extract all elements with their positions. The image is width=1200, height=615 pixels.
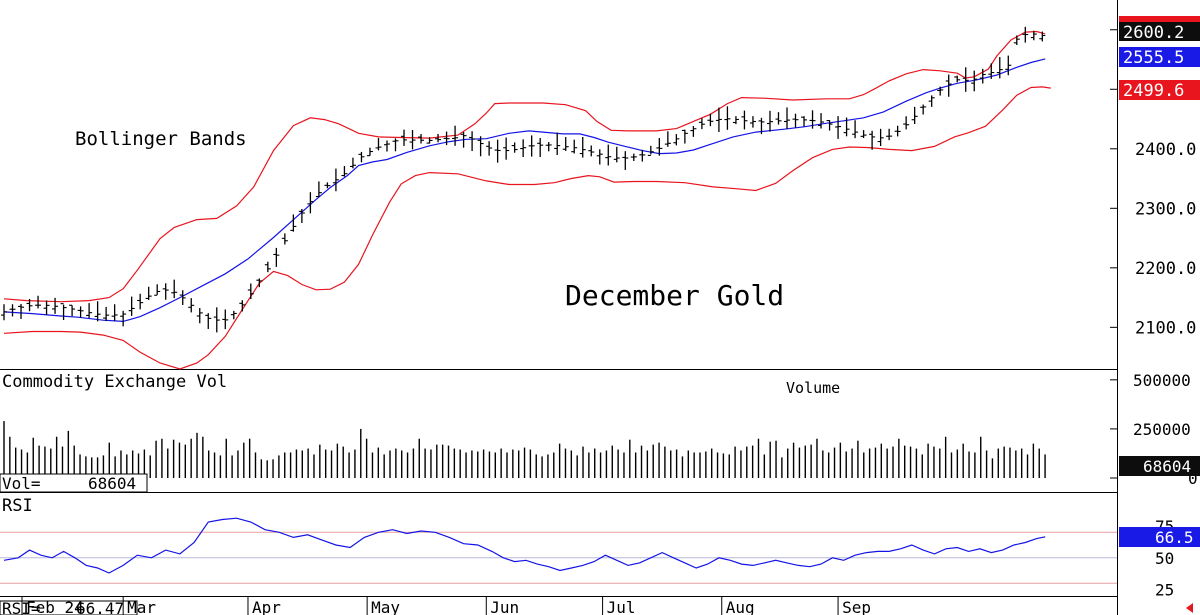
- volume-y-axis: 500000 250000 0: [1110, 371, 1198, 488]
- volume-readout-label: Vol=: [2, 474, 41, 493]
- x-tick-label: May: [371, 598, 400, 615]
- rsi-readout-box: [0, 600, 138, 615]
- volume-panel: 500000 250000 0 Commodity Exchange Vol Vol…: [0, 371, 1200, 493]
- volume-label: Volume: [786, 379, 840, 397]
- middle-bollinger-band: [3, 58, 1046, 323]
- x-tick-label: Mar: [127, 598, 156, 615]
- rsi-last-value: 66.5: [1155, 528, 1194, 547]
- rsi-panel-title: RSI: [2, 496, 33, 516]
- middle-band-value: 2555.5: [1123, 48, 1184, 68]
- scroll-left-icon[interactable]: [1186, 603, 1193, 613]
- volume-readout-value: 68604: [88, 474, 136, 493]
- chart-title: December Gold: [565, 279, 784, 312]
- volume-tick-label: 250000: [1133, 420, 1191, 439]
- price-tick-label: 2300.0: [1135, 199, 1196, 219]
- volume-last-value: 68604: [1143, 457, 1191, 476]
- volume-tick-label: 0: [1188, 469, 1198, 488]
- upper-bollinger-band: [3, 30, 1046, 303]
- x-tick-label: Sep: [842, 598, 871, 615]
- hidden-price-tag: [1119, 16, 1200, 26]
- study-label: Bollinger Bands: [75, 128, 247, 150]
- rsi-tick-label: 25: [1155, 581, 1174, 600]
- x-axis: Feb 24 Mar Apr May Jun Jul Aug Sep: [21, 596, 871, 615]
- rsi-tick-label: 50: [1155, 549, 1174, 568]
- last-price-value: 2600.2: [1123, 23, 1184, 43]
- lower-band-tag: [1119, 80, 1200, 100]
- x-tick-label: Feb 24: [26, 598, 84, 615]
- price-bars: [1, 26, 1046, 333]
- last-price-tag: [1119, 22, 1200, 41]
- volume-bars: [3, 421, 1046, 478]
- price-tick-label: 2200.0: [1135, 259, 1196, 279]
- x-tick-label: Jun: [490, 598, 519, 615]
- lower-band-value: 2499.6: [1123, 81, 1184, 101]
- x-tick-label: Jul: [607, 598, 636, 615]
- lower-bollinger-band: [3, 86, 1051, 370]
- price-tick-label: 2100.0: [1135, 318, 1196, 338]
- rsi-reference-lines: [0, 531, 1117, 584]
- volume-tick-label: 500000: [1133, 371, 1191, 390]
- volume-readout-box: [0, 473, 148, 493]
- rsi-readout-value: 66.47: [76, 599, 124, 615]
- volume-last-tag: [1119, 456, 1200, 476]
- price-tick-label: 2400.0: [1135, 140, 1196, 160]
- x-tick-label: Aug: [726, 598, 755, 615]
- middle-band-tag: [1119, 47, 1200, 67]
- x-tick-label: Apr: [252, 598, 281, 615]
- rsi-line: [3, 517, 1046, 574]
- volume-panel-title: Commodity Exchange Vol: [2, 372, 227, 392]
- rsi-last-tag: [1119, 527, 1200, 547]
- rsi-readout-label: RSI=: [2, 599, 41, 615]
